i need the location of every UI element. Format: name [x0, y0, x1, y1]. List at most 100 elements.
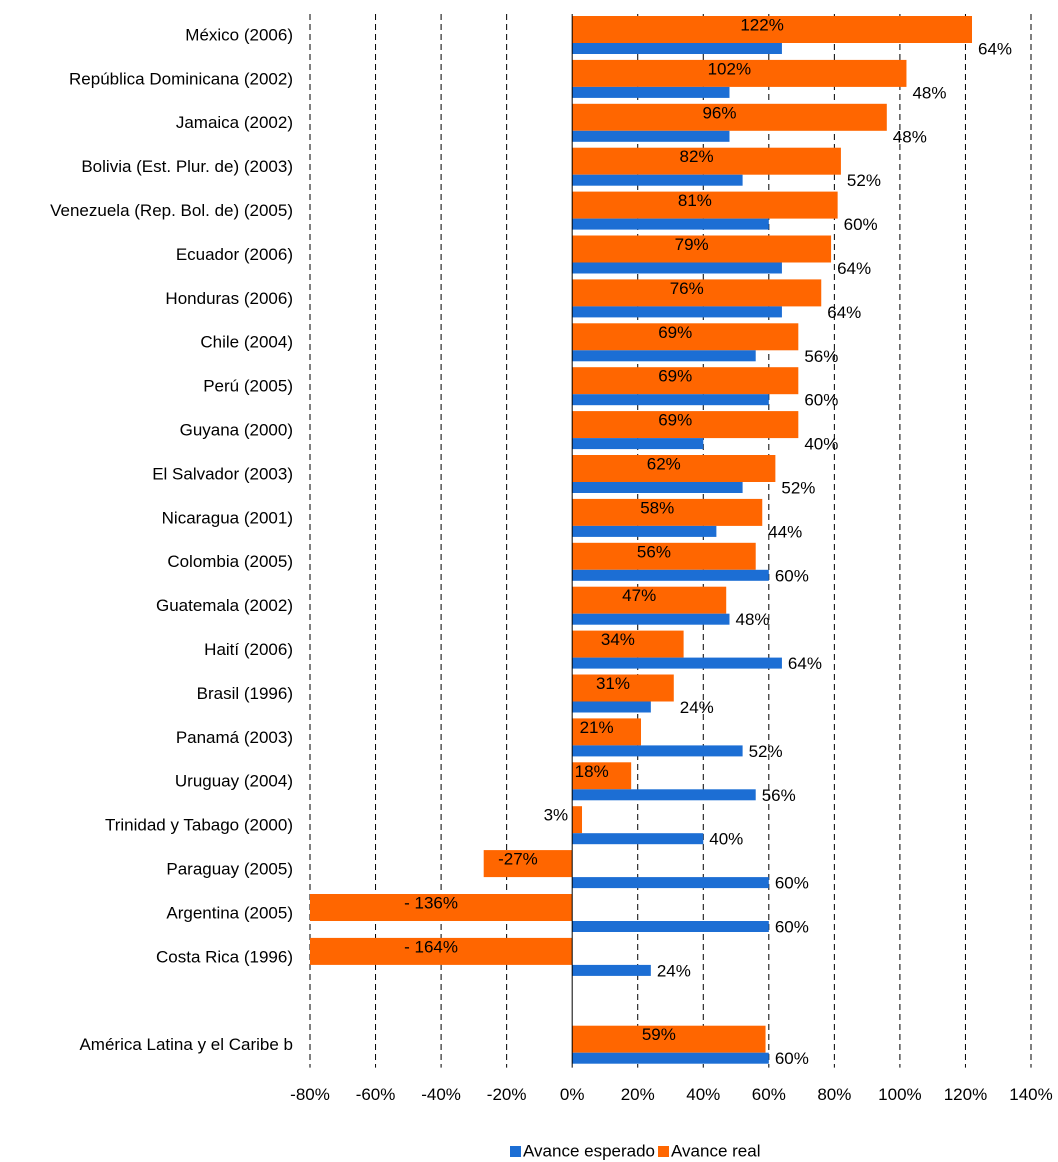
bar [572, 789, 756, 801]
data-label: 64% [788, 654, 822, 673]
x-tick-label: -40% [421, 1085, 461, 1104]
bar [572, 630, 684, 658]
x-tick-label: 60% [752, 1085, 786, 1104]
bar [572, 569, 769, 581]
legend-swatch [510, 1146, 521, 1157]
data-label: 60% [844, 215, 878, 234]
y-tick-label: Uruguay (2004) [175, 772, 293, 791]
data-label: 44% [768, 522, 802, 541]
grid [309, 14, 1032, 1068]
data-label: 60% [775, 566, 809, 585]
data-label: 24% [657, 961, 691, 980]
x-tick-label: 80% [817, 1085, 851, 1104]
data-label: 96% [702, 103, 736, 122]
bar [572, 394, 769, 406]
data-label: 48% [735, 610, 769, 629]
bar [572, 674, 674, 702]
y-tick-label: Guatemala (2002) [156, 596, 293, 615]
bar [572, 542, 756, 570]
data-label: 64% [837, 259, 871, 278]
legend-label: Avance esperado [523, 1141, 655, 1160]
data-label: 3% [544, 806, 569, 825]
data-label: 69% [658, 323, 692, 342]
bar [572, 191, 838, 219]
bar [572, 525, 717, 537]
y-tick-label: Nicaragua (2001) [162, 508, 293, 527]
bar [572, 16, 973, 43]
data-label: 69% [658, 411, 692, 430]
bar [572, 877, 769, 889]
bar [572, 586, 727, 614]
bar [572, 262, 782, 274]
x-tick-label: -20% [487, 1085, 527, 1104]
data-label: 62% [647, 454, 681, 473]
data-label: 60% [804, 391, 838, 410]
data-label: 40% [709, 830, 743, 849]
y-tick-label: Honduras (2006) [165, 289, 293, 308]
x-tick-label: 120% [944, 1085, 987, 1104]
bar [572, 350, 756, 362]
bar [572, 367, 799, 395]
y-tick-label: El Salvador (2003) [152, 464, 293, 483]
data-label: 60% [775, 874, 809, 893]
data-label: 21% [580, 718, 614, 737]
bar [572, 235, 832, 263]
legend-swatch [658, 1146, 669, 1157]
bar [572, 762, 632, 790]
data-label: 18% [575, 762, 609, 781]
y-tick-label: República Dominicana (2002) [69, 69, 293, 88]
data-label: 69% [658, 367, 692, 386]
data-label: 56% [804, 347, 838, 366]
data-label: 79% [675, 235, 709, 254]
bar [572, 147, 841, 175]
data-label: 48% [912, 83, 946, 102]
bars [310, 16, 973, 1064]
x-tick-label: 40% [686, 1085, 720, 1104]
data-label: 60% [775, 1049, 809, 1068]
bar [572, 1025, 766, 1053]
y-tick-label: Bolivia (Est. Plur. de) (2003) [81, 157, 293, 176]
bar [572, 306, 782, 318]
data-label: - 164% [404, 937, 458, 956]
bar [572, 482, 743, 493]
bar [572, 438, 704, 450]
data-label: 40% [804, 435, 838, 454]
data-label: 82% [680, 147, 714, 166]
data-label: 81% [678, 191, 712, 210]
y-tick-label: Argentina (2005) [166, 903, 293, 922]
bar [572, 498, 763, 526]
data-label: 52% [749, 742, 783, 761]
y-tick-label: Guyana (2000) [180, 421, 293, 440]
x-tick-label: -60% [356, 1085, 396, 1104]
bar [572, 833, 704, 845]
legend-label: Avance real [671, 1141, 760, 1160]
bar [310, 937, 573, 965]
bar [572, 323, 799, 351]
data-label: 122% [740, 15, 783, 34]
x-tick-label: 140% [1009, 1085, 1052, 1104]
bar [572, 174, 743, 186]
bar [572, 964, 651, 976]
data-label: 64% [978, 39, 1012, 58]
bar [572, 657, 782, 669]
bar [572, 43, 782, 54]
bar [572, 806, 583, 834]
data-label: 56% [762, 786, 796, 805]
y-tick-label: Brasil (1996) [197, 684, 293, 703]
data-label: -27% [498, 850, 538, 869]
bar [572, 411, 799, 439]
y-tick-label: Ecuador (2006) [176, 245, 293, 264]
y-tick-label: Chile (2004) [200, 333, 293, 352]
y-tick-label: Haití (2006) [204, 640, 293, 659]
data-label: - 136% [404, 893, 458, 912]
bar [572, 745, 743, 757]
y-tick-label: Trinidad y Tabago (2000) [105, 816, 293, 835]
y-tick-label: Venezuela (Rep. Bol. de) (2005) [50, 201, 293, 220]
x-tick-label: 20% [621, 1085, 655, 1104]
bar [572, 718, 642, 746]
labels: -80% -60% -40% -20% 0% 20% 40% 60% 80% 100% 120% 14… [50, 14, 1053, 1160]
bar [572, 613, 730, 625]
data-label: 52% [781, 478, 815, 497]
data-label: 47% [622, 586, 656, 605]
